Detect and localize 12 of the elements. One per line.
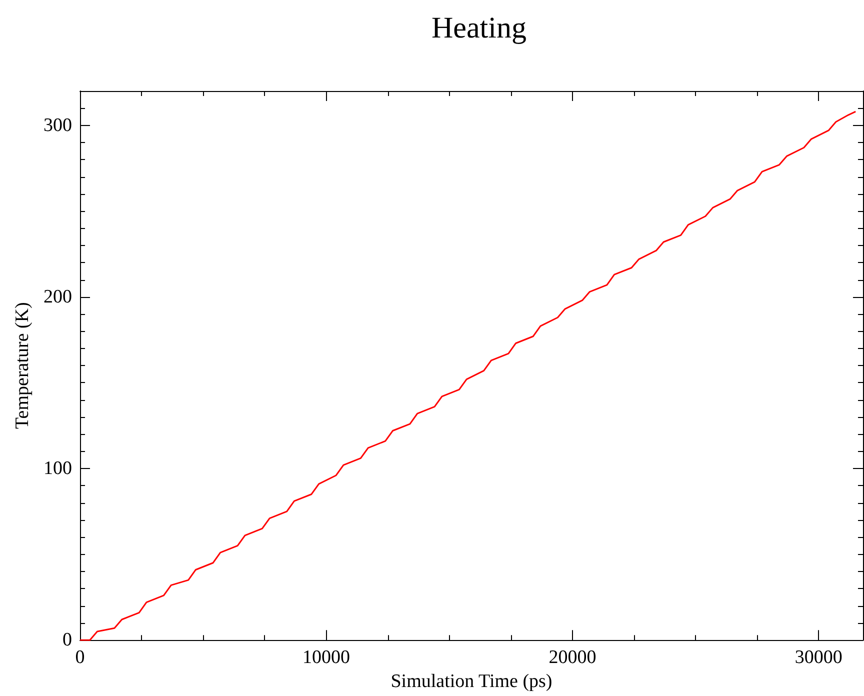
x-tick-label: 30000 — [794, 647, 842, 668]
y-tick-label: 0 — [62, 630, 72, 651]
y-tick-label: 100 — [44, 458, 72, 480]
x-axis-title: Simulation Time (ps) — [390, 671, 552, 692]
y-tick-label: 200 — [44, 286, 72, 308]
y-tick-label: 300 — [44, 114, 72, 136]
x-tick-label: 20000 — [548, 647, 596, 668]
x-tick-label: 10000 — [302, 647, 350, 668]
y-axis-title: Temperature (K) — [12, 302, 33, 429]
line-series — [79, 110, 856, 641]
chart-title: Heating — [432, 12, 526, 44]
x-tick-label: 0 — [75, 647, 85, 668]
